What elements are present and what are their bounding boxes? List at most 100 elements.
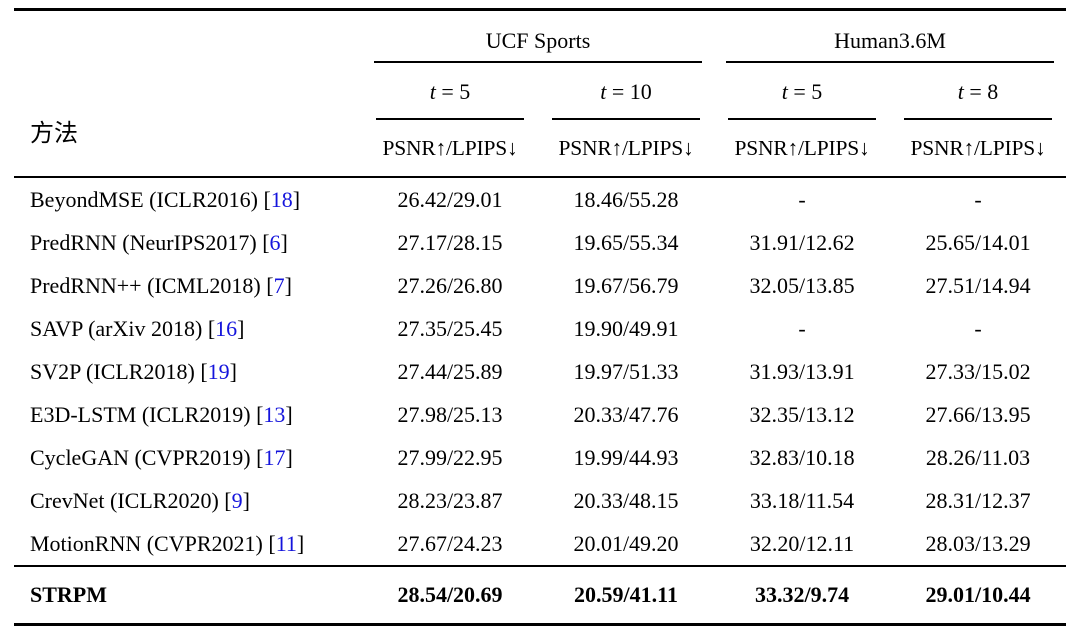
citation-bracket-close: ]	[242, 487, 250, 513]
method-name: CycleGAN (CVPR2019) [17]	[14, 436, 362, 479]
citation-link[interactable]: 16	[215, 315, 238, 341]
group-label: Human3.6M	[834, 28, 946, 53]
method-name: STRPM	[30, 582, 107, 607]
subheader-ucf-t10: t = 10	[538, 63, 714, 120]
citation-link[interactable]: 17	[263, 444, 286, 470]
subheader-human-t5: t = 5	[714, 63, 890, 120]
cell-value: 33.18/11.54	[749, 487, 855, 513]
cell-value: 18.46/55.28	[573, 186, 679, 212]
cell-value: 27.33/15.02	[925, 358, 1031, 384]
cell-value: 32.05/13.85	[749, 272, 855, 298]
method-label: CrevNet (ICLR2020)	[30, 487, 225, 513]
cell-value: 26.42/29.01	[397, 186, 503, 212]
metric-header: PSNR↑/LPIPS↓	[382, 135, 518, 160]
metric-header: PSNR↑/LPIPS↓	[558, 135, 694, 160]
table-row-strpm: STRPM 28.54/20.69 20.59/41.11 33.32/9.74…	[14, 566, 1066, 625]
cell-value: 27.35/25.45	[397, 315, 503, 341]
cell-value: 32.83/10.18	[749, 444, 855, 470]
method-label: MotionRNN (CVPR2021)	[30, 530, 269, 556]
cell-value: 19.97/51.33	[573, 358, 679, 384]
method-name: SAVP (arXiv 2018) [16]	[14, 307, 362, 350]
citation-link[interactable]: 9	[231, 487, 243, 513]
method-name: PredRNN++ (ICML2018) [7]	[14, 264, 362, 307]
group-header-ucf-sports: UCF Sports	[362, 10, 714, 63]
cell-value: 27.17/28.15	[397, 229, 503, 255]
method-name: PredRNN (NeurIPS2017) [6]	[14, 221, 362, 264]
table-row: SAVP (arXiv 2018) [16] 27.35/25.45 19.90/4…	[14, 307, 1066, 350]
table-row: PredRNN++ (ICML2018) [7] 27.26/26.80 19.67…	[14, 264, 1066, 307]
method-label: E3D-LSTM (ICLR2019)	[30, 401, 257, 427]
citation-bracket-open: [	[256, 401, 264, 427]
citation-bracket-close: ]	[285, 401, 293, 427]
cell-value: 28.54/20.69	[397, 582, 503, 607]
group-header-human36m: Human3.6M	[714, 10, 1066, 63]
cell-value: -	[974, 186, 982, 212]
citation-bracket-close: ]	[229, 358, 237, 384]
citation-link[interactable]: 13	[263, 401, 286, 427]
metric-header: PSNR↑/LPIPS↓	[734, 135, 870, 160]
subheader-human-t8: t = 8	[890, 63, 1066, 120]
cell-value: 27.26/26.80	[397, 272, 503, 298]
method-name: SV2P (ICLR2018) [19]	[14, 350, 362, 393]
citation-bracket-close: ]	[284, 272, 292, 298]
method-label: CycleGAN (CVPR2019)	[30, 444, 257, 470]
citation-link[interactable]: 18	[270, 186, 293, 212]
cell-value: 29.01/10.44	[925, 582, 1031, 607]
method-name: CrevNet (ICLR2020) [9]	[14, 479, 362, 522]
table-body: BeyondMSE (ICLR2016) [18] 26.42/29.01 18.4…	[14, 177, 1066, 566]
table-row: PredRNN (NeurIPS2017) [6] 27.17/28.15 19.6…	[14, 221, 1066, 264]
metric-header: PSNR↑/LPIPS↓	[910, 135, 1046, 160]
citation-link[interactable]: 11	[275, 530, 297, 556]
results-table: 方法 UCF Sports Human3.6M t = 5 t = 10 t =…	[14, 8, 1067, 626]
citation-bracket-open: [	[268, 530, 276, 556]
group-label: UCF Sports	[485, 28, 591, 53]
citation-bracket-close: ]	[285, 444, 293, 470]
cell-value: 27.67/24.23	[397, 530, 503, 556]
method-label: SV2P (ICLR2018)	[30, 358, 201, 384]
cell-value: 33.32/9.74	[754, 582, 850, 607]
cell-value: 28.03/13.29	[925, 530, 1031, 556]
t-variable: t	[429, 79, 436, 104]
method-label: PredRNN++ (ICML2018)	[30, 272, 267, 298]
cell-value: 31.93/13.91	[749, 358, 855, 384]
method-column-header: 方法	[14, 10, 362, 178]
method-name: BeyondMSE (ICLR2016) [18]	[14, 177, 362, 221]
citation-bracket-open: [	[207, 315, 216, 341]
cell-value: 25.65/14.01	[925, 229, 1031, 255]
cell-value: 20.33/47.76	[573, 401, 679, 427]
table-row: MotionRNN (CVPR2021) [11] 27.67/24.23 20.0…	[14, 522, 1066, 566]
citation-bracket-open: [	[263, 186, 271, 212]
t-variable: t	[781, 79, 788, 104]
cell-value: 20.01/49.20	[573, 530, 679, 556]
citation-link[interactable]: 6	[269, 229, 281, 255]
citation-link[interactable]: 19	[207, 358, 230, 384]
table-row: E3D-LSTM (ICLR2019) [13] 27.98/25.13 20.33…	[14, 393, 1066, 436]
cell-value: 19.65/55.34	[573, 229, 679, 255]
cell-value: 28.23/23.87	[397, 487, 503, 513]
cell-value: 20.33/48.15	[573, 487, 679, 513]
table-header: 方法 UCF Sports Human3.6M t = 5 t = 10 t =…	[14, 10, 1067, 178]
citation-bracket-open: [	[262, 229, 270, 255]
t-value: = 5	[787, 79, 823, 104]
table-row: BeyondMSE (ICLR2016) [18] 26.42/29.01 18.4…	[14, 177, 1066, 221]
citation-bracket-close: ]	[296, 530, 305, 556]
method-label: BeyondMSE (ICLR2016)	[30, 186, 264, 212]
cell-value: -	[798, 186, 806, 212]
citation-bracket-open: [	[256, 444, 264, 470]
t-variable: t	[600, 79, 607, 104]
cell-value: 28.31/12.37	[925, 487, 1031, 513]
citation-bracket-close: ]	[237, 315, 245, 341]
method-header-label: 方法	[30, 121, 78, 147]
subheader-ucf-t5: t = 5	[362, 63, 538, 120]
t-value: = 5	[435, 79, 471, 104]
cell-value: 32.35/13.12	[749, 401, 855, 427]
method-label: SAVP (arXiv 2018)	[30, 315, 208, 341]
cell-value: -	[974, 315, 982, 341]
cell-value: 27.66/13.95	[925, 401, 1031, 427]
citation-link[interactable]: 7	[273, 272, 285, 298]
cell-value: 20.59/41.11	[574, 582, 678, 607]
cell-value: 28.26/11.03	[925, 444, 1031, 470]
cell-value: -	[798, 315, 806, 341]
cell-value: 27.98/25.13	[397, 401, 503, 427]
